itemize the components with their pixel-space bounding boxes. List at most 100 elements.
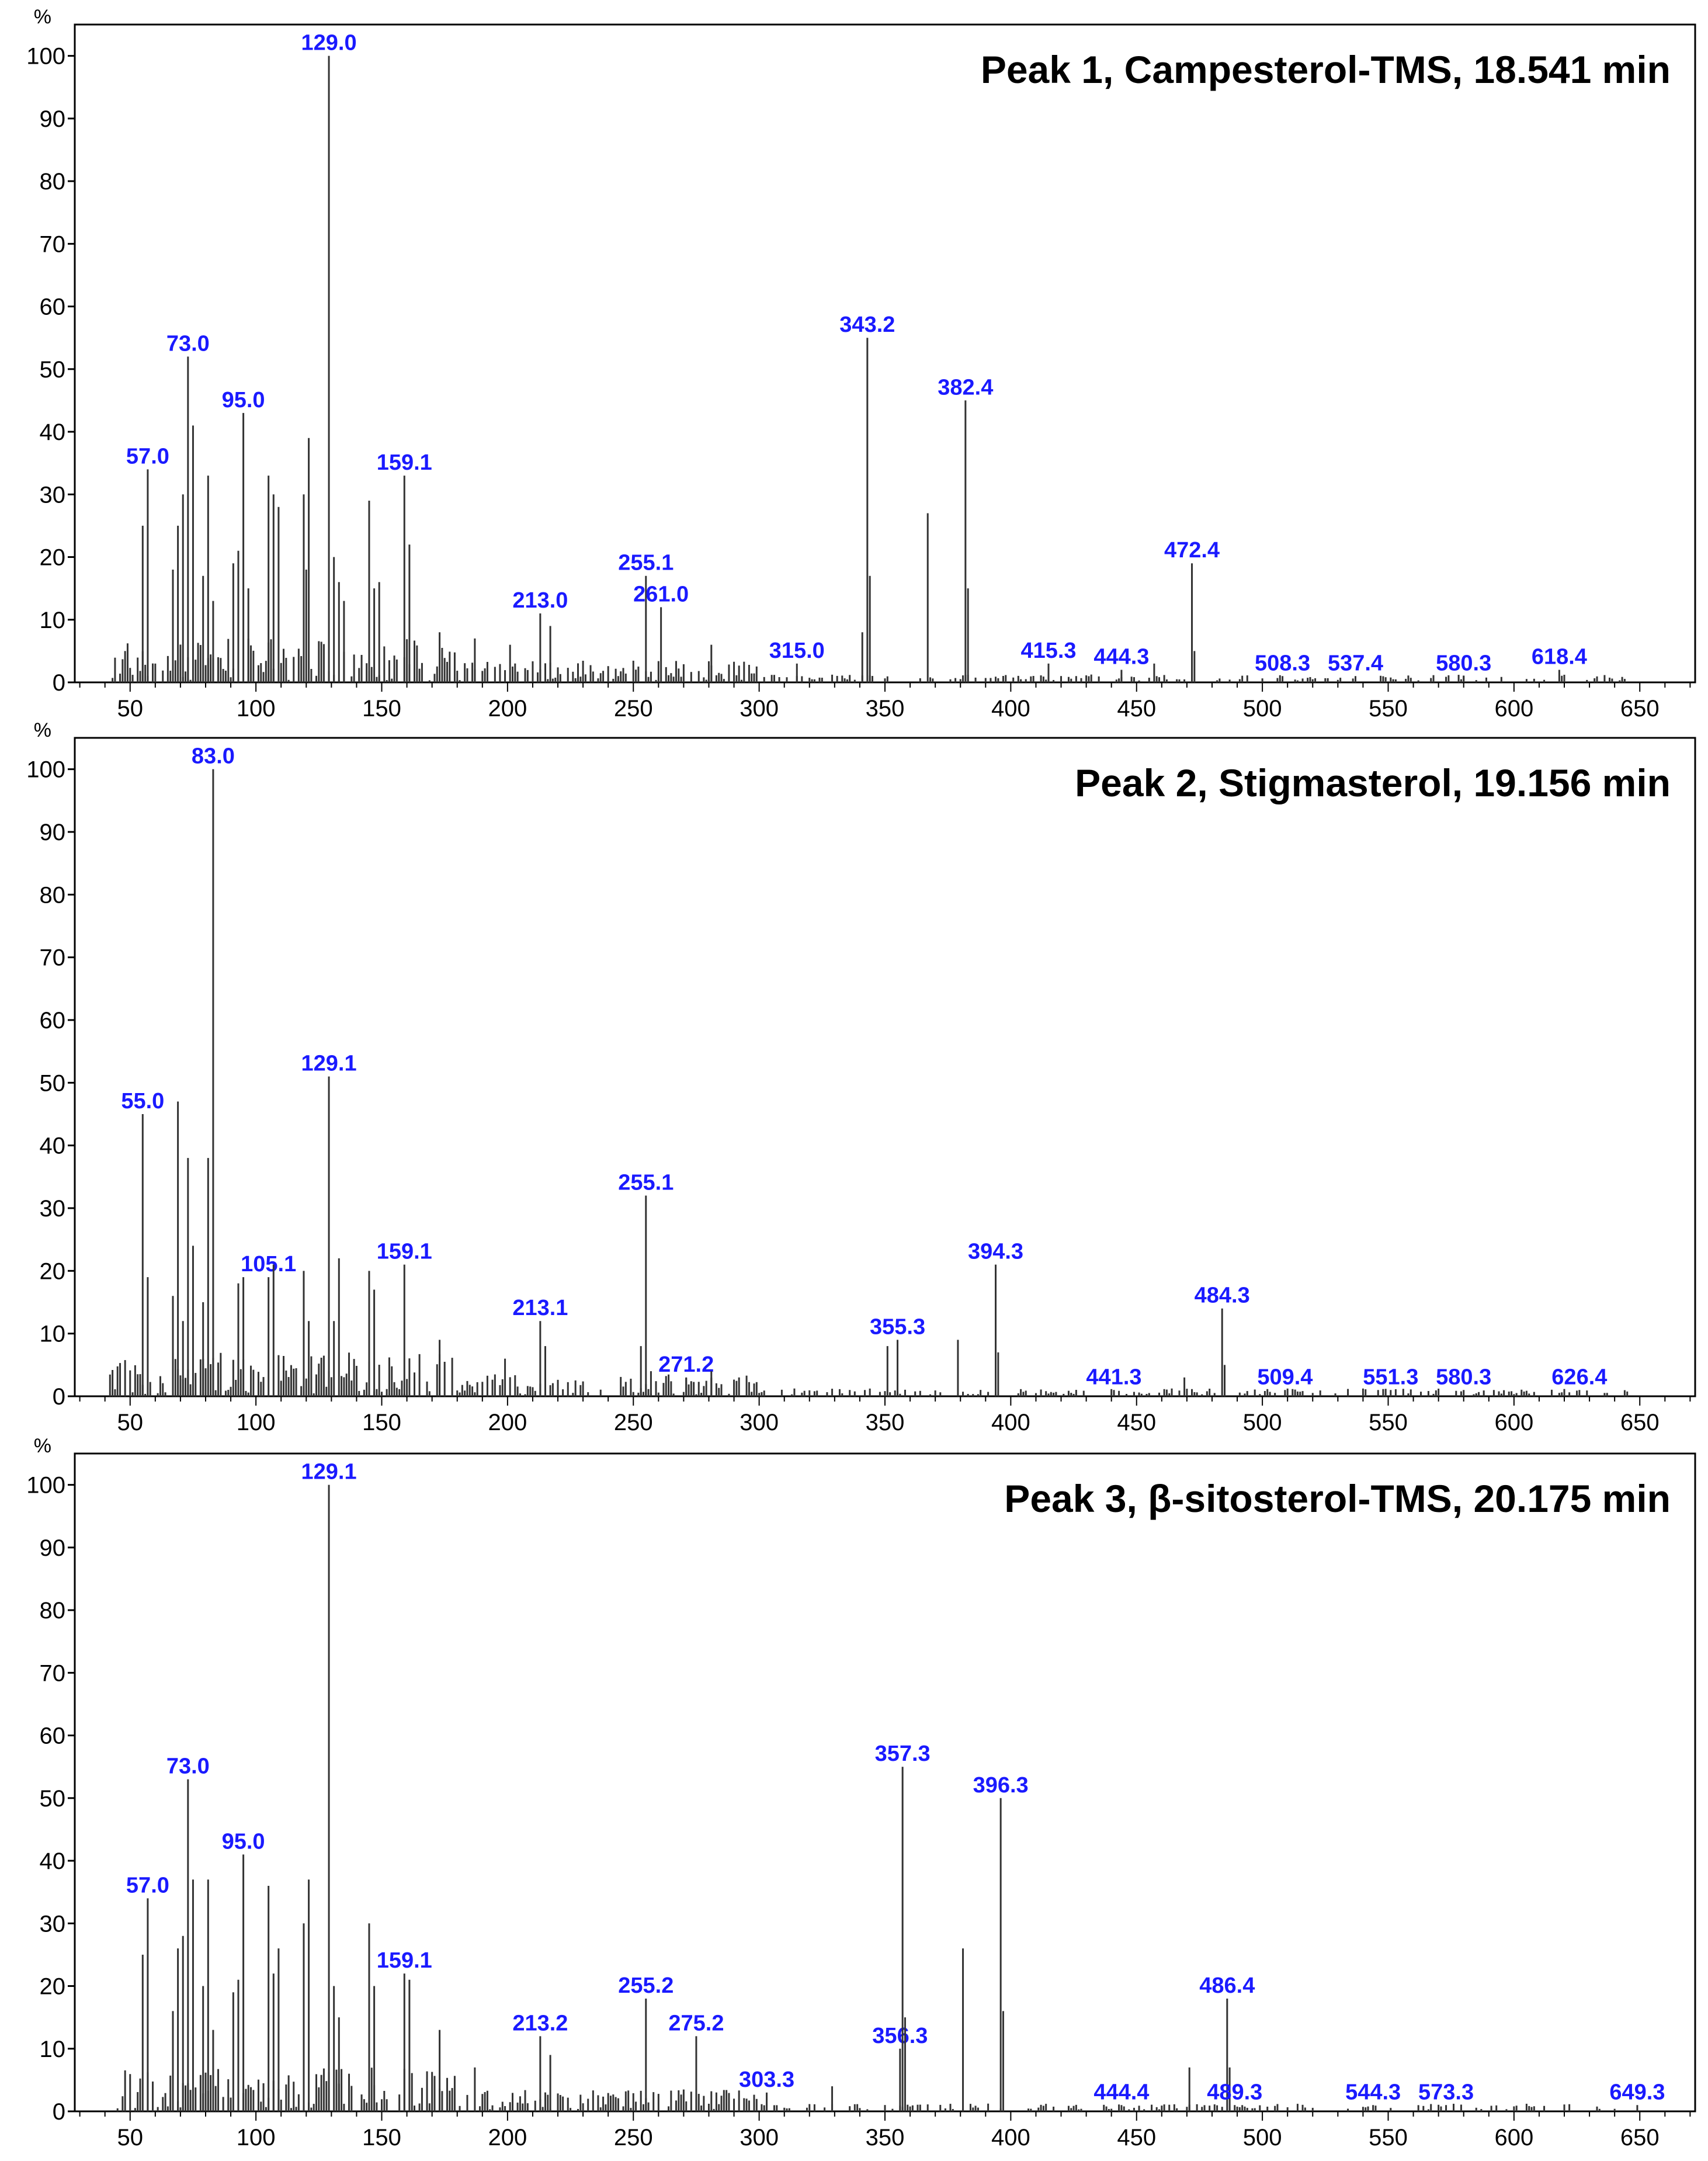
peak-label: 508.3 <box>1255 651 1310 675</box>
y-tick-label: 50 <box>40 1070 66 1096</box>
y-tick-label: 70 <box>40 231 66 257</box>
peak-label: 261.0 <box>633 582 689 606</box>
x-tick-label: 600 <box>1494 696 1533 722</box>
peak-label: 83.0 <box>192 744 235 769</box>
y-tick-label: 30 <box>40 482 66 508</box>
peak-label: 129.1 <box>301 1460 357 1484</box>
x-tick-label: 300 <box>740 696 779 722</box>
y-tick-label: 20 <box>40 1258 66 1284</box>
x-tick-label: 350 <box>866 2125 905 2150</box>
y-tick-label: 20 <box>40 545 66 571</box>
y-tick-label: 90 <box>40 820 66 845</box>
y-tick-label: 10 <box>40 608 66 633</box>
x-tick-label: 550 <box>1369 1410 1408 1435</box>
peak-label: 580.3 <box>1436 651 1491 675</box>
peak-label: 382.4 <box>938 375 993 400</box>
x-tick-label: 600 <box>1494 2125 1533 2150</box>
spectrum-panel-1: % 0 10 20 30 40 50 60 70 80 90 100 50 100 150 200 250 300… <box>26 6 1696 722</box>
peak-label: 95.0 <box>222 388 265 412</box>
x-tick-label: 300 <box>740 1410 779 1435</box>
x-tick-label: 450 <box>1117 696 1156 722</box>
x-tick-label: 600 <box>1494 1410 1533 1435</box>
peak-label: 213.0 <box>512 588 568 613</box>
peak-label: 509.4 <box>1257 1365 1313 1389</box>
y-tick-label: 30 <box>40 1196 66 1222</box>
x-tick-label: 200 <box>488 696 527 722</box>
peak-label: 159.1 <box>377 1240 432 1264</box>
y-tick-label: 0 <box>53 1384 65 1410</box>
y-tick-label: 40 <box>40 1133 66 1159</box>
x-tick-label: 250 <box>614 1410 653 1435</box>
peak-label: 73.0 <box>166 331 210 356</box>
y-tick-label: 100 <box>26 44 65 70</box>
y-unit-label: % <box>34 1435 51 1457</box>
y-tick-label: 40 <box>40 419 66 445</box>
peak-label: 444.4 <box>1093 2080 1149 2104</box>
peak-label: 415.3 <box>1020 639 1076 663</box>
x-tick-label: 100 <box>237 2125 276 2150</box>
x-tick-label: 400 <box>991 696 1030 722</box>
y-tick-label: 60 <box>40 1723 66 1749</box>
y-tick-label: 100 <box>26 757 65 783</box>
peak-label: 255.2 <box>618 1973 674 1998</box>
peak-label: 537.4 <box>1328 651 1383 675</box>
y-tick-label: 40 <box>40 1848 66 1874</box>
peak-label: 213.1 <box>512 1296 568 1320</box>
peak-label: 355.3 <box>870 1314 925 1339</box>
peak-label: 649.3 <box>1609 2080 1665 2104</box>
y-unit-label: % <box>34 719 51 741</box>
peak-label: 129.1 <box>301 1052 357 1076</box>
y-tick-label: 100 <box>26 1473 65 1499</box>
peak-label: 626.4 <box>1551 1365 1607 1389</box>
panel-title: Peak 3, β-sitosterol-TMS, 20.175 min <box>1004 1477 1671 1520</box>
peak-label: 55.0 <box>121 1089 164 1114</box>
x-tick-label: 500 <box>1243 696 1282 722</box>
peak-label: 73.0 <box>166 1754 210 1779</box>
peak-label: 573.3 <box>1418 2080 1474 2104</box>
peak-label: 255.1 <box>618 551 674 575</box>
x-tick-label: 500 <box>1243 1410 1282 1435</box>
peak-label: 489.3 <box>1207 2080 1262 2104</box>
y-tick-label: 80 <box>40 882 66 908</box>
peak-label: 357.3 <box>875 1742 931 1766</box>
peak-label: 444.3 <box>1093 645 1149 670</box>
peak-label: 544.3 <box>1345 2080 1401 2104</box>
spectrum-panel-2: % 0 10 20 30 40 50 60 70 80 90 100 50 100 150 200 250 300… <box>26 719 1696 1435</box>
x-tick-label: 50 <box>117 1410 144 1435</box>
x-tick-label: 550 <box>1369 696 1408 722</box>
peak-label: 396.3 <box>973 1773 1029 1798</box>
x-tick-label: 50 <box>117 2125 144 2150</box>
y-tick-label: 90 <box>40 106 66 132</box>
x-tick-label: 400 <box>991 1410 1030 1435</box>
peak-label: 105.1 <box>241 1252 296 1277</box>
y-tick-label: 50 <box>40 1786 66 1812</box>
x-tick-label: 650 <box>1620 2125 1660 2150</box>
peak-label: 580.3 <box>1436 1365 1491 1389</box>
peak-label: 57.0 <box>126 1873 169 1898</box>
peak-label: 472.4 <box>1164 538 1220 563</box>
peak-label: 441.3 <box>1086 1365 1141 1389</box>
y-tick-label: 70 <box>40 945 66 971</box>
peak-label: 618.4 <box>1532 645 1587 670</box>
panel-title: Peak 2, Stigmasterol, 19.156 min <box>1075 761 1671 804</box>
peak-label: 303.3 <box>739 2068 794 2092</box>
peak-label: 57.0 <box>126 444 169 469</box>
x-tick-label: 300 <box>740 2125 779 2150</box>
peak-label: 551.3 <box>1363 1365 1418 1389</box>
peak-label: 315.0 <box>769 639 825 663</box>
y-tick-label: 20 <box>40 1974 66 2000</box>
peak-label: 394.3 <box>968 1240 1023 1264</box>
x-tick-label: 200 <box>488 2125 527 2150</box>
x-tick-label: 150 <box>362 2125 401 2150</box>
y-tick-label: 90 <box>40 1535 66 1561</box>
x-tick-label: 50 <box>117 696 144 722</box>
peak-label: 271.2 <box>658 1352 714 1377</box>
x-tick-label: 350 <box>866 1410 905 1435</box>
y-tick-label: 80 <box>40 169 66 195</box>
x-tick-label: 450 <box>1117 2125 1156 2150</box>
peak-label: 343.2 <box>839 313 895 337</box>
x-tick-label: 500 <box>1243 2125 1282 2150</box>
y-tick-label: 80 <box>40 1598 66 1624</box>
peak-label: 213.2 <box>512 2011 568 2035</box>
y-tick-label: 10 <box>40 1321 66 1347</box>
